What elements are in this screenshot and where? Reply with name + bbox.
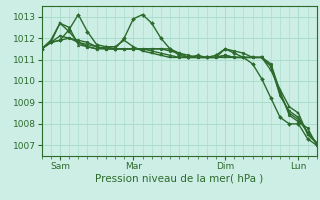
X-axis label: Pression niveau de la mer( hPa ): Pression niveau de la mer( hPa ): [95, 173, 263, 183]
